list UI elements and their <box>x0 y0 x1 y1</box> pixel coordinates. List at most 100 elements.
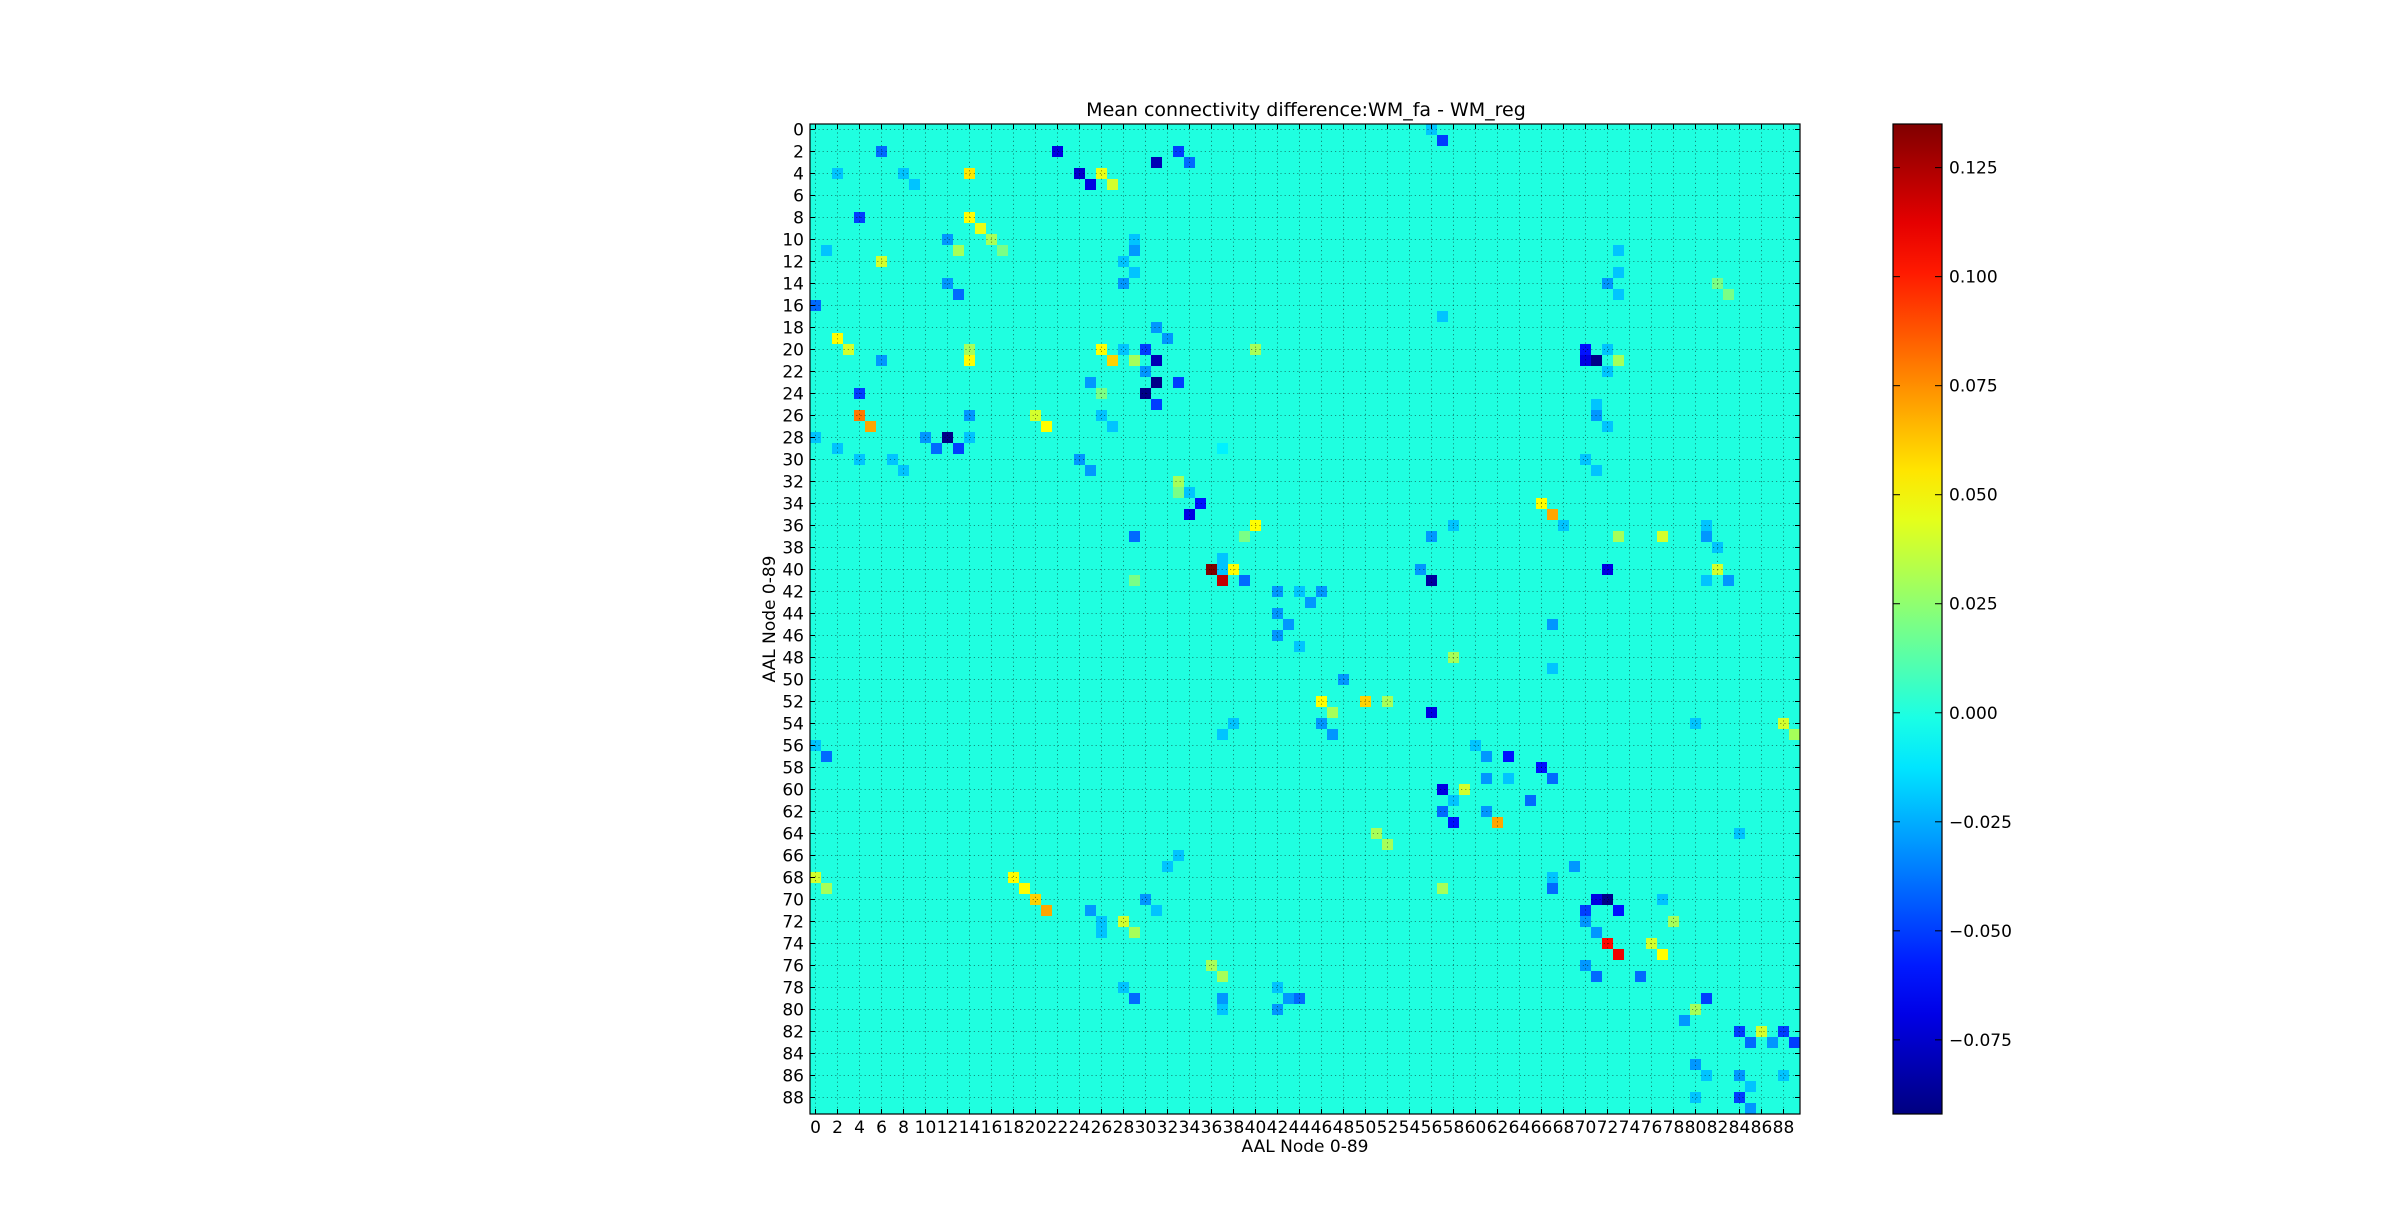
x-tick-label: 74 <box>1619 1118 1641 1138</box>
x-tick-label: 62 <box>1487 1118 1509 1138</box>
heatmap-cell <box>1140 894 1151 905</box>
heatmap-cell <box>1206 960 1217 971</box>
heatmap-cell <box>1107 421 1118 432</box>
heatmap-cell <box>1107 179 1118 190</box>
heatmap-cell <box>1272 982 1283 993</box>
x-tick-label: 40 <box>1245 1118 1267 1138</box>
y-tick-label: 76 <box>782 957 804 977</box>
heatmap-cell <box>1162 861 1173 872</box>
heatmap-cell <box>1613 289 1624 300</box>
x-tick-label: 60 <box>1465 1118 1487 1138</box>
heatmap-cell <box>1701 1070 1712 1081</box>
heatmap-cell <box>953 289 964 300</box>
y-tick-label: 36 <box>782 517 804 537</box>
x-tick-label: 86 <box>1751 1118 1773 1138</box>
x-axis-label: AAL Node 0-89 <box>1242 1137 1369 1157</box>
heatmap-cell <box>1459 784 1470 795</box>
heatmap-cell <box>1690 1092 1701 1103</box>
heatmap-cell <box>1547 773 1558 784</box>
y-tick-label: 58 <box>782 759 804 779</box>
x-tick-label: 88 <box>1773 1118 1795 1138</box>
y-tick-label: 60 <box>782 781 804 801</box>
x-tick-label: 14 <box>959 1118 981 1138</box>
heatmap-cell <box>1591 971 1602 982</box>
y-tick-label: 16 <box>782 297 804 317</box>
heatmap-cell <box>964 344 975 355</box>
heatmap-cell <box>1591 355 1602 366</box>
y-tick-label: 22 <box>782 363 804 383</box>
heatmap-background <box>810 124 1800 1114</box>
colorbar-frame <box>1892 123 1943 1115</box>
x-tick-label: 16 <box>981 1118 1003 1138</box>
x-tick-label: 30 <box>1135 1118 1157 1138</box>
heatmap-cell <box>1437 784 1448 795</box>
heatmap-cell <box>942 234 953 245</box>
heatmap-cell <box>1657 531 1668 542</box>
heatmap-cell <box>964 432 975 443</box>
heatmap-cell <box>832 168 843 179</box>
y-tick-label: 50 <box>782 671 804 691</box>
x-tick-label: 46 <box>1311 1118 1333 1138</box>
heatmap-cell <box>1525 795 1536 806</box>
y-tick-label: 44 <box>782 605 804 625</box>
heatmap-cell <box>1316 696 1327 707</box>
heatmap-cell <box>1547 883 1558 894</box>
y-tick-label: 4 <box>793 165 804 185</box>
heatmap-cell <box>1745 1103 1756 1114</box>
heatmap-cell <box>1426 124 1437 135</box>
heatmap-cell <box>1602 344 1613 355</box>
y-tick-label: 62 <box>782 803 804 823</box>
heatmap <box>810 124 1800 1114</box>
x-tick-label: 38 <box>1223 1118 1245 1138</box>
y-tick-label: 66 <box>782 847 804 867</box>
chart-title: Mean connectivity difference:WM_fa - WM_… <box>1086 99 1526 121</box>
heatmap-cell <box>1613 355 1624 366</box>
heatmap-cell <box>1052 146 1063 157</box>
heatmap-cell <box>1184 487 1195 498</box>
heatmap-cell <box>964 410 975 421</box>
heatmap-cell <box>1151 905 1162 916</box>
y-tick-label: 40 <box>782 561 804 581</box>
heatmap-cell <box>1690 718 1701 729</box>
heatmap-cell <box>1723 575 1734 586</box>
y-tick-label: 28 <box>782 429 804 449</box>
heatmap-cell <box>997 245 1008 256</box>
x-tick-label: 0 <box>810 1118 821 1138</box>
heatmap-cell <box>942 432 953 443</box>
heatmap-cell <box>1327 707 1338 718</box>
y-tick-label: 84 <box>782 1045 804 1065</box>
colorbar-tick-label: 0.000 <box>1949 704 1998 724</box>
x-tick-label: 72 <box>1597 1118 1619 1138</box>
heatmap-cell <box>1723 289 1734 300</box>
heatmap-cell <box>1096 927 1107 938</box>
heatmap-cell <box>1085 905 1096 916</box>
y-tick-label: 10 <box>782 231 804 251</box>
heatmap-cell <box>1118 278 1129 289</box>
x-tick-label: 10 <box>915 1118 937 1138</box>
heatmap-cell <box>1448 817 1459 828</box>
heatmap-cell <box>920 432 931 443</box>
heatmap-cell <box>1602 278 1613 289</box>
heatmap-cell <box>1272 630 1283 641</box>
heatmap-cell <box>898 465 909 476</box>
colorbar-tick-label: 0.025 <box>1949 595 1998 615</box>
heatmap-cell <box>1140 366 1151 377</box>
y-tick-label: 70 <box>782 891 804 911</box>
colorbar-tick-label: 0.100 <box>1949 268 1998 288</box>
heatmap-cell <box>1657 894 1668 905</box>
heatmap-cell <box>909 179 920 190</box>
heatmap-cell <box>1294 641 1305 652</box>
heatmap-cell <box>1294 586 1305 597</box>
heatmap-cell <box>1371 828 1382 839</box>
heatmap-cell <box>1129 927 1140 938</box>
heatmap-cell <box>821 245 832 256</box>
x-tick-label: 50 <box>1355 1118 1377 1138</box>
heatmap-cell <box>931 443 942 454</box>
heatmap-cell <box>887 454 898 465</box>
heatmap-cell <box>1228 718 1239 729</box>
x-tick-label: 84 <box>1729 1118 1751 1138</box>
heatmap-grid <box>810 124 1800 1114</box>
heatmap-cell <box>1118 916 1129 927</box>
heatmap-cell <box>1481 751 1492 762</box>
